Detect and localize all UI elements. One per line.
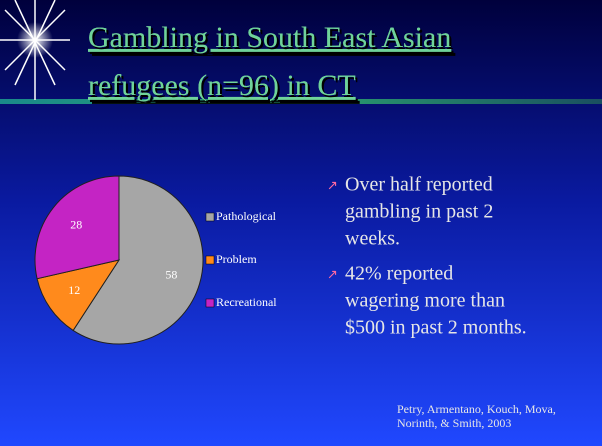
star-glow	[17, 22, 53, 58]
pie-slice	[72, 175, 204, 345]
bullet-text: Over half reported	[345, 174, 493, 196]
slide-title: refugees (n=96) in CT	[88, 69, 356, 102]
title-rule	[0, 99, 602, 104]
citation: Petry, Armentano, Kouch, Mova,	[397, 402, 556, 416]
bullet-text: 42% reported	[345, 263, 453, 285]
slice-label: 58	[165, 267, 177, 281]
bullet-text: gambling in past 2	[345, 201, 493, 223]
bullet-marker: ↗	[327, 179, 338, 194]
bullet-marker: ↗	[327, 268, 338, 283]
legend-label: Recreational	[216, 295, 277, 309]
slice-label: 28	[70, 218, 82, 232]
slide-title: Gambling in South East Asian	[88, 21, 451, 54]
legend-swatch	[205, 298, 215, 308]
bullet-text: weeks.	[345, 228, 400, 250]
slice-label: 12	[68, 283, 80, 297]
legend-swatch	[205, 255, 215, 265]
citation: Norinth, & Smith, 2003	[397, 416, 511, 430]
bullet-text: wagering more than	[345, 290, 505, 312]
legend-swatch	[205, 212, 215, 222]
legend-label: Problem	[216, 252, 257, 266]
bullet-text: $500 in past 2 months.	[345, 317, 527, 339]
legend-label: Pathological	[216, 209, 277, 223]
pie-slice	[36, 259, 121, 332]
pie-slice	[34, 175, 120, 280]
